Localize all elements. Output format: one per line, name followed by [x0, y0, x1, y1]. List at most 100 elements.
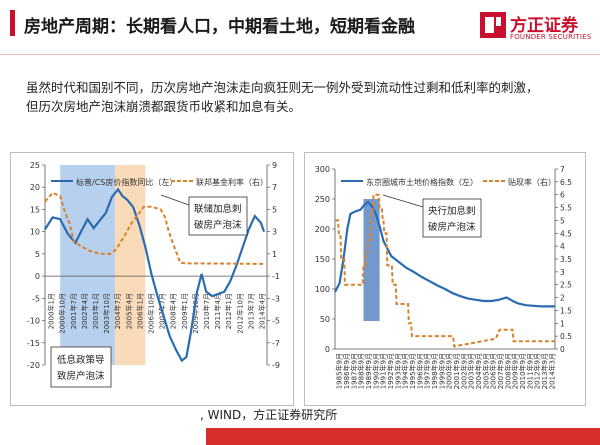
us-housing-chart-svg: 25 20 15 10 5 0 -5 -10 -15 -20 9 7 5 3 1 -1 -3 -5 -7 -9 2000…	[27, 161, 280, 388]
x-tick-label: 2003年10月	[102, 293, 111, 334]
y-left-tick-label: 0	[35, 272, 40, 281]
x-tick-label: 1995年9月	[408, 353, 417, 389]
y-left-tick-label: -10	[27, 317, 40, 326]
y-right-tick-label: 5	[272, 205, 277, 214]
x-tick-label: 1996年9月	[415, 353, 424, 389]
x-tick-label: 1987年9月	[349, 353, 358, 389]
series-line-0	[44, 187, 266, 363]
y-left-tick-label: 20	[30, 183, 40, 192]
header-divider	[0, 54, 600, 55]
annotation-low-rate: 低息政策导 致房产泡沫	[50, 346, 112, 388]
x-tick-label: 2001年9月	[452, 353, 461, 389]
y-right-tick-label: -7	[272, 339, 280, 348]
x-tick-label: 1989年9月	[364, 353, 373, 389]
x-tick-label: 2007年9月	[496, 353, 505, 389]
x-tick-label: 1986年9月	[342, 353, 351, 389]
us-housing-chart: 25 20 15 10 5 0 -5 -10 -15 -20 9 7 5 3 1 -1 -3 -5 -7 -9 2000…	[10, 152, 294, 406]
annotation-fed-hike: 联储加息刺 破房产泡沫	[160, 194, 248, 236]
x-tick-label: 1994年9月	[401, 353, 410, 389]
x-tick-label: 2009年10月	[191, 293, 200, 334]
y-right-tick-label: 1.5	[560, 306, 572, 315]
annotation-fed-hike-line1: 联储加息刺	[194, 203, 242, 215]
tokyo-land-chart: 300 250 200 150 100 50 0 7 6.5 6 5.5 5 4.5 4 3.5 3 2.5 2 1…	[304, 152, 586, 406]
x-tick-label: 1998年9月	[430, 353, 439, 389]
y-left-tick-label: -15	[27, 339, 40, 348]
y-right-tick-label: 0	[560, 345, 565, 354]
x-tick-label: 2009年1月	[180, 293, 189, 329]
y-left-tick-label: 10	[30, 228, 40, 237]
y-right-tick-label: 7	[560, 165, 565, 174]
y-right-tick-label: 5.5	[560, 204, 572, 213]
x-tick-label: 2005年4月	[124, 293, 133, 329]
title-bar: 房地产周期：长期看人口，中期看土地，短期看金融 方正证券 FOUNDER SEC…	[0, 0, 600, 46]
y-right-tick-label: 4.5	[560, 229, 572, 238]
y-left-tick-label: 25	[30, 161, 40, 170]
x-tick-label: 1991年9月	[379, 353, 388, 389]
y-left-tick-label: -20	[27, 361, 40, 370]
x-tick-label: 2004年9月	[474, 353, 483, 389]
x-tick-label: 1988年9月	[357, 353, 366, 389]
x-tick-label: 1993年9月	[393, 353, 402, 389]
y-left-tick-label: 250	[315, 195, 330, 204]
legend-discount-rate: 贴现率（右）	[508, 177, 556, 187]
x-tick-label: 2012年9月	[533, 353, 542, 389]
x-tick-label: 2000年9月	[445, 353, 454, 389]
x-tick-label: 2008年4月	[169, 293, 178, 329]
x-tick-label: 2014年4月	[257, 293, 266, 329]
x-tick-label: 1990年9月	[371, 353, 380, 389]
annotation-fed-hike-line2: 破房产泡沫	[194, 219, 242, 231]
tokyo-land-chart-svg: 300 250 200 150 100 50 0 7 6.5 6 5.5 5 4.5 4 3.5 3 2.5 2 1…	[315, 165, 572, 389]
x-tick-label: 2004年7月	[113, 293, 122, 329]
footer-bar	[206, 428, 600, 445]
x-tick-label: 2011年9月	[525, 353, 534, 389]
legend-house-price: 标普/CS房价指数同比（左）	[76, 177, 177, 187]
y-left-tick-label: 150	[315, 255, 330, 264]
description: 虽然时代和国别不同，历次房地产泡沫走向疯狂则无一例外受到流动性过剩和低利率的刺激…	[26, 78, 586, 116]
y-right-tick-label: 5	[560, 216, 565, 225]
shaded-period-0	[363, 199, 380, 321]
y-right-tick-label: 6.5	[560, 178, 572, 187]
series-line-0	[334, 200, 555, 308]
x-tick-label: 2006年9月	[489, 353, 498, 389]
y-right-tick-label: 1	[272, 250, 277, 259]
annotation-boj-hike-line2: 破房产泡沫	[428, 221, 476, 233]
annotation-boj-hike-line1: 央行加息刺	[428, 205, 476, 217]
x-tick-label: 2009年9月	[511, 353, 520, 389]
y-right-tick-label: 2.5	[560, 281, 572, 290]
description-line-1: 虽然时代和国别不同，历次房地产泡沫走向疯狂则无一例外受到流动性过剩和低利率的刺激…	[26, 80, 539, 95]
logo-cn: 方正证券	[510, 16, 578, 36]
y-right-tick-label: 4	[560, 242, 565, 251]
x-tick-label: 2012年10月	[235, 293, 244, 334]
legend-land-price: 东京圈城市土地价格指数（左）	[366, 177, 478, 187]
y-left-tick-label: 100	[315, 285, 330, 294]
founder-logo-icon	[480, 12, 506, 38]
annotation-low-rate-line1: 低息政策导	[57, 354, 105, 366]
x-tick-label: 2001年7月	[69, 293, 78, 329]
series-line-1	[44, 191, 266, 265]
x-tick-label: 2010年7月	[202, 293, 211, 329]
annotation-boj-hike: 央行加息刺 破房产泡沫	[382, 194, 482, 238]
y-right-tick-label: 3.5	[560, 255, 572, 264]
y-left-tick-label: 0	[325, 345, 330, 354]
x-tick-label: 2002年4月	[80, 293, 89, 329]
x-tick-label: 2013年9月	[540, 353, 549, 389]
y-right-tick-label: 7	[272, 183, 277, 192]
founder-logo: 方正证券 FOUNDER SECURITIES	[480, 8, 592, 48]
y-right-tick-label: 0.5	[560, 332, 572, 341]
legend-fed-rate: 联邦基金利率（右）	[196, 177, 268, 187]
source-note: , WIND，方正证券研究所	[200, 408, 338, 422]
x-tick-label: 1992年9月	[386, 353, 395, 389]
y-left-tick-label: 15	[30, 205, 40, 214]
shaded-period-0	[60, 165, 115, 365]
x-tick-label: 1997年9月	[423, 353, 432, 389]
logo-en: FOUNDER SECURITIES	[510, 33, 592, 41]
y-left-tick-label: 5	[35, 250, 40, 259]
x-tick-label: 2006年10月	[146, 293, 155, 334]
x-tick-label: 2006年1月	[135, 293, 144, 329]
title-accent	[10, 10, 15, 36]
y-right-tick-label: -1	[272, 272, 280, 281]
annotation-low-rate-line2: 致房产泡沫	[57, 370, 105, 382]
y-left-tick-label: 200	[315, 225, 330, 234]
x-tick-label: 2005年9月	[481, 353, 490, 389]
y-right-tick-label: 1	[560, 319, 565, 328]
